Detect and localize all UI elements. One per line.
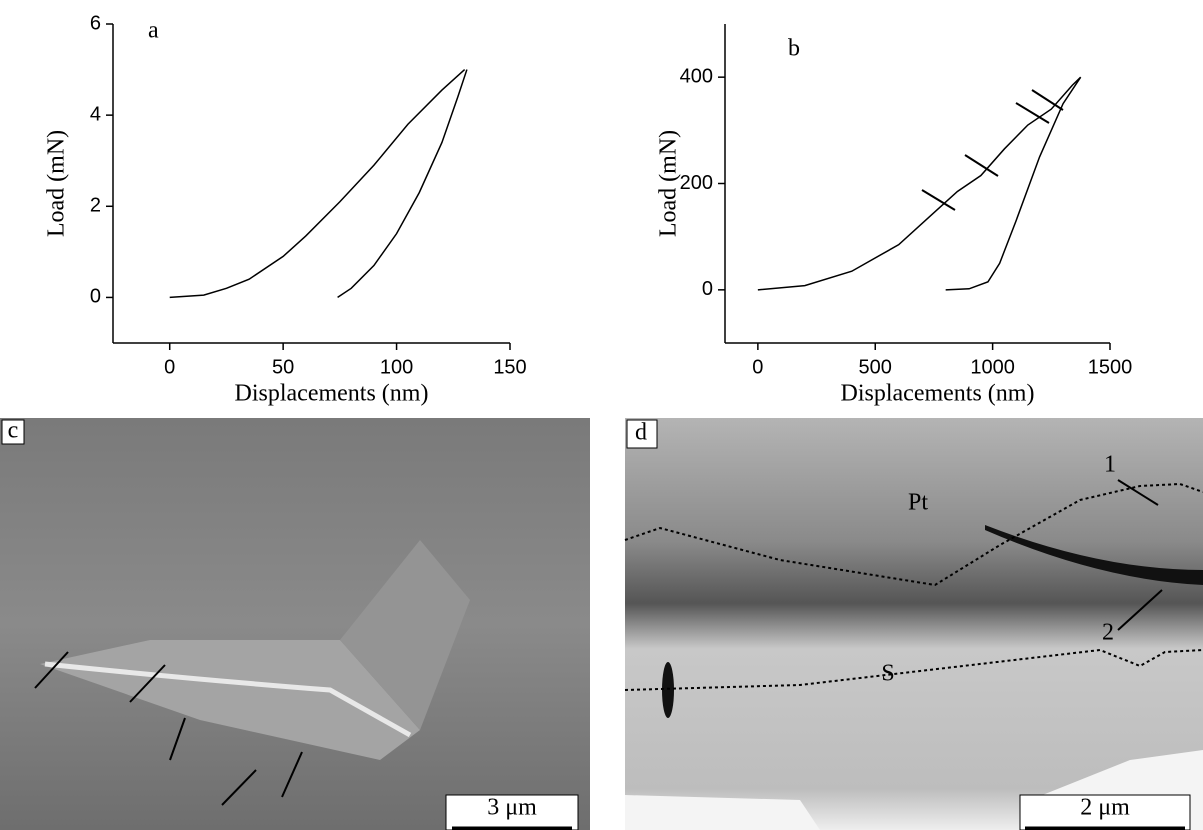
panel-d: Pt S 1 2 d 2 μm [624, 418, 1203, 830]
curve [757, 76, 1082, 291]
annotation-arrows [921, 89, 1064, 211]
arrow [1117, 589, 1163, 631]
x-tick-label: 500 [859, 356, 892, 378]
scale-box [1019, 794, 1191, 830]
scale-box [445, 794, 579, 830]
defect [662, 662, 674, 718]
label-box [626, 419, 658, 449]
panel-label: d [635, 420, 647, 446]
x-axis-label: Displacements (nm) [841, 381, 1035, 407]
panel-label: c [8, 418, 19, 444]
x-tick-label: 50 [272, 356, 294, 378]
micrograph [0, 418, 590, 830]
scale-bar-label: 3 μm [487, 795, 537, 821]
marker-label: 2 [1102, 620, 1114, 646]
arrows [34, 651, 303, 806]
panel-c: c 3 μm [0, 418, 590, 830]
x-tick-label: 150 [493, 356, 526, 378]
y-tick-label: 4 [90, 103, 101, 125]
indent-face [340, 540, 470, 730]
marker-label: 1 [1104, 452, 1116, 478]
scale-bar-label: 2 μm [1080, 795, 1130, 821]
region-label: Pt [908, 490, 928, 516]
x-tick-label: 1000 [970, 356, 1015, 378]
x-tick-label: 0 [752, 356, 763, 378]
y-tick-label: 2 [90, 195, 101, 217]
label-box [1, 419, 25, 445]
boundary [624, 482, 1203, 587]
micrograph [625, 418, 1203, 830]
curve [337, 69, 468, 299]
arrow [1117, 479, 1159, 506]
curve [169, 69, 466, 299]
x-tick-label: 0 [164, 356, 175, 378]
y-tick-label: 0 [90, 286, 101, 308]
y-tick-label: 6 [90, 12, 101, 34]
y-tick-label: 200 [680, 172, 713, 194]
panel-label: a [148, 18, 159, 44]
y-tick-label: 400 [680, 65, 713, 87]
region-label: S [881, 661, 894, 687]
indent-face [40, 640, 420, 760]
boundary [624, 648, 1203, 691]
x-tick-label: 100 [380, 356, 413, 378]
x-axis-label: Displacements (nm) [235, 381, 429, 407]
curve [945, 76, 1082, 291]
y-tick-label: 0 [702, 278, 713, 300]
panel-label: b [788, 36, 800, 62]
edge [44, 661, 412, 738]
y-axis-label: Load (mN) [656, 130, 682, 237]
crack [985, 525, 1203, 585]
x-tick-label: 1500 [1088, 356, 1133, 378]
y-axis-label: Load (mN) [44, 130, 70, 237]
